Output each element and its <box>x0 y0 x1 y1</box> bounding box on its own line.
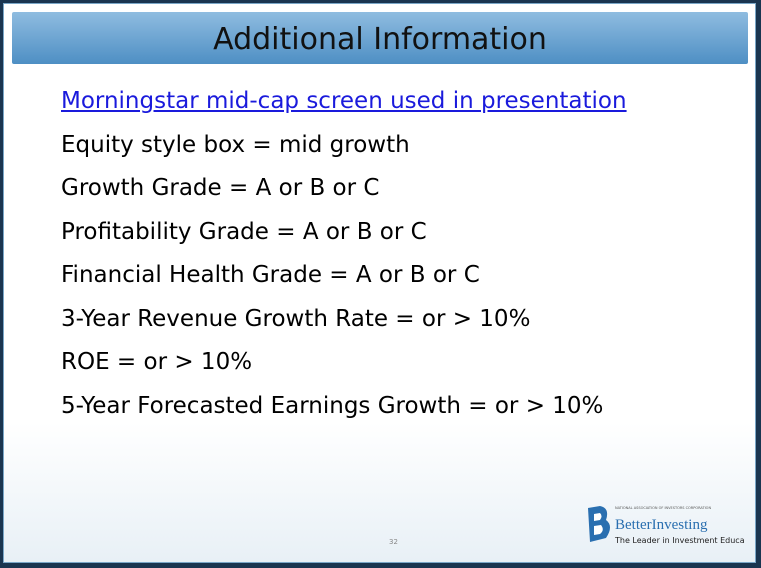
page-number: 32 <box>389 538 398 546</box>
link[interactable]: Morningstar mid-cap screen used in prese… <box>61 88 627 114</box>
content: Morningstar mid-cap screen used in prese… <box>61 80 627 428</box>
bullet-item: Growth Grade = A or B or C <box>61 175 380 201</box>
logo-icon <box>588 506 610 542</box>
slide-title: Additional Information <box>213 22 547 57</box>
logo-icon-cut <box>594 513 603 535</box>
logo-name: BetterInvesting <box>615 517 708 533</box>
logo-tagline-top: NATIONAL ASSOCIATION OF INVESTORS CORPOR… <box>615 506 711 510</box>
bullet-item: Equity style box = mid growth <box>61 131 410 158</box>
bullet-item: 3-Year Revenue Growth Rate = or > 10% <box>61 305 531 332</box>
bullet-item: 5-Year Forecasted Earnings Growth = or >… <box>61 392 604 419</box>
slide: Additional Information Morningstar mid-c… <box>3 3 756 563</box>
bullet-item: Profitability Grade = A or B or C <box>61 218 427 245</box>
logo: NATIONAL ASSOCIATION OF INVESTORS CORPOR… <box>588 506 744 545</box>
title-bar: Additional Information <box>12 12 748 64</box>
bullet-item: Financial Health Grade = A or B or C <box>61 262 480 288</box>
bullet-item: ROE = or > 10% <box>61 349 253 375</box>
logo-tagline: The Leader in Investment Education <box>614 536 744 545</box>
